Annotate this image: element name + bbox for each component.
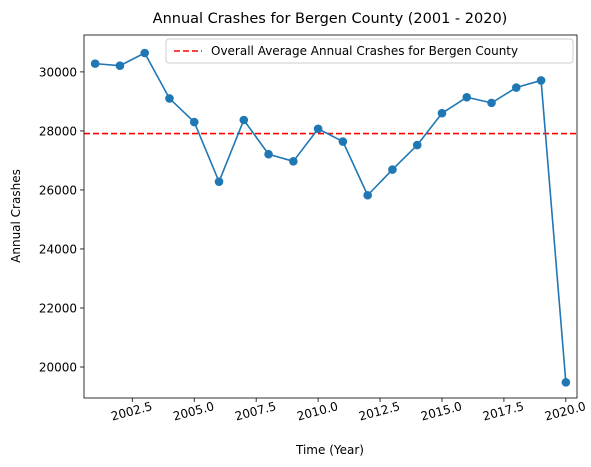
y-axis: 20000 22000 24000 26000 28000 30000 [39, 65, 84, 375]
axes-frame [83, 34, 578, 399]
data-point-2018 [512, 83, 521, 92]
x-axis-title: Time (Year) [295, 443, 364, 457]
data-point-2012 [363, 190, 372, 200]
data-point-2009 [289, 157, 298, 166]
y-tick-label: 24000 [39, 242, 77, 256]
y-tick-label: 26000 [39, 183, 77, 197]
chart-title: Annual Crashes for Bergen County (2001 -… [153, 11, 508, 27]
data-point-2013 [388, 165, 397, 174]
y-tick-label: 30000 [39, 65, 77, 79]
data-point-2008 [264, 149, 273, 159]
legend: Overall Average Annual Crashes for Berge… [165, 38, 574, 64]
data-point-2004 [165, 94, 174, 103]
data-point-2014 [412, 140, 422, 150]
data-point-2015 [437, 108, 447, 118]
data-point-2010 [313, 124, 323, 134]
data-point-2019 [536, 76, 546, 85]
data-point-2016 [462, 92, 472, 102]
y-tick-label: 28000 [39, 124, 77, 138]
data-point-2005 [189, 117, 199, 127]
data-point-2003 [140, 48, 149, 58]
data-point-2006 [214, 177, 224, 186]
plot-area [84, 48, 577, 387]
legend-box [165, 38, 574, 64]
data-point-2020 [561, 378, 571, 387]
data-point-2001 [90, 59, 100, 68]
y-tick-label: 20000 [39, 361, 77, 375]
y-tick-label: 22000 [39, 301, 77, 315]
y-axis-title: Annual Crashes [9, 169, 23, 263]
data-point-2017 [487, 98, 496, 108]
data-point-2002 [115, 61, 125, 70]
data-point-2007 [239, 115, 249, 125]
legend-label-average: Overall Average Annual Crashes for Berge… [211, 44, 518, 58]
data-point-2011 [338, 137, 348, 146]
